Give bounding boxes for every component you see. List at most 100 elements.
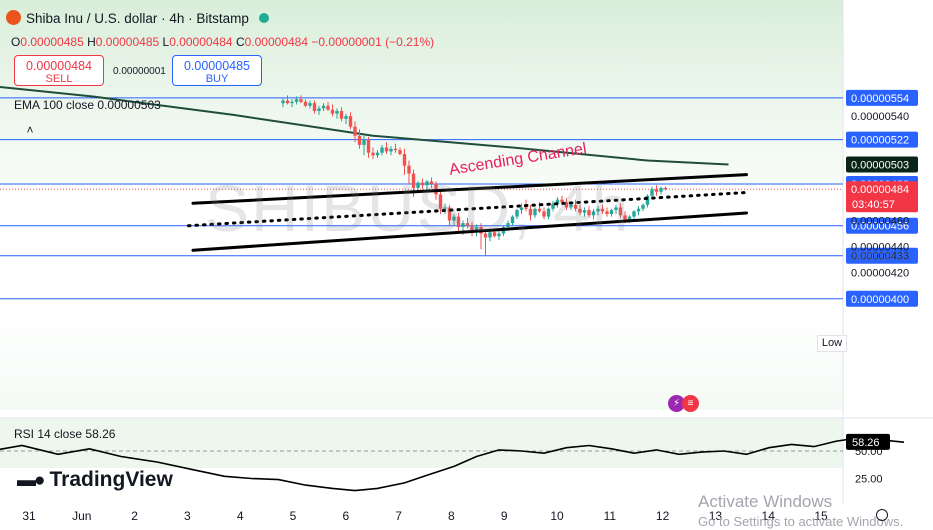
candle[interactable] bbox=[294, 96, 299, 105]
candle[interactable] bbox=[596, 206, 600, 216]
channel-lower-line[interactable] bbox=[191, 211, 748, 252]
level-price-tag bbox=[846, 217, 918, 234]
candle[interactable] bbox=[582, 207, 587, 217]
ema-legend[interactable]: EMA 100 close 0.00000503 bbox=[14, 98, 161, 112]
candle[interactable] bbox=[321, 103, 326, 111]
candle[interactable] bbox=[326, 101, 330, 111]
candle[interactable] bbox=[452, 213, 456, 226]
ema-100-line[interactable] bbox=[0, 77, 729, 166]
candle[interactable] bbox=[587, 206, 591, 218]
candle[interactable] bbox=[339, 107, 344, 122]
candle[interactable] bbox=[447, 204, 452, 226]
candle[interactable] bbox=[591, 208, 596, 220]
candle[interactable] bbox=[614, 204, 618, 214]
candle[interactable] bbox=[618, 203, 623, 218]
candle[interactable] bbox=[645, 194, 650, 208]
candle[interactable] bbox=[555, 197, 560, 208]
x-axis-tick-label: 6 bbox=[342, 509, 349, 523]
rsi-tick-label: 25.00 bbox=[855, 474, 883, 486]
candle[interactable] bbox=[335, 108, 339, 119]
lightning-icon[interactable]: ⚡ bbox=[668, 395, 685, 412]
candle[interactable] bbox=[510, 215, 515, 226]
candle[interactable] bbox=[384, 142, 389, 155]
buy-button[interactable]: 0.00000485 BUY bbox=[172, 55, 262, 86]
candle[interactable] bbox=[654, 185, 659, 196]
candle[interactable] bbox=[573, 199, 578, 212]
candle[interactable] bbox=[393, 143, 398, 153]
candle[interactable] bbox=[438, 190, 443, 214]
candle-body bbox=[596, 208, 600, 212]
collapse-legend-button[interactable]: ˄ bbox=[16, 120, 44, 140]
candle[interactable] bbox=[641, 203, 645, 212]
candle[interactable] bbox=[357, 129, 362, 149]
candle[interactable] bbox=[362, 135, 366, 156]
ema-price-tag bbox=[846, 156, 918, 173]
candle[interactable] bbox=[515, 208, 519, 220]
channel-middle-line[interactable] bbox=[187, 190, 748, 228]
candle[interactable] bbox=[609, 208, 614, 217]
candle[interactable] bbox=[398, 147, 402, 156]
candle[interactable] bbox=[420, 178, 425, 190]
candle[interactable] bbox=[402, 148, 407, 175]
candle[interactable] bbox=[281, 97, 285, 108]
candle[interactable] bbox=[407, 160, 411, 184]
rsi-legend[interactable]: RSI 14 close 58.26 bbox=[14, 427, 115, 441]
channel-upper-line[interactable] bbox=[191, 173, 748, 205]
event-icons[interactable]: ⚡ ≡ bbox=[668, 393, 699, 412]
candle-body bbox=[663, 187, 668, 190]
candle[interactable] bbox=[317, 105, 321, 115]
us-flag-icon[interactable]: ≡ bbox=[682, 395, 699, 412]
candle[interactable] bbox=[483, 229, 488, 256]
candle[interactable] bbox=[330, 104, 335, 117]
candle[interactable] bbox=[632, 210, 636, 220]
candle[interactable] bbox=[344, 113, 348, 125]
candle[interactable] bbox=[308, 100, 312, 109]
candle-body bbox=[416, 182, 420, 188]
candle[interactable] bbox=[551, 200, 555, 212]
sell-button[interactable]: 0.00000484 SELL bbox=[14, 55, 104, 86]
candle[interactable] bbox=[578, 204, 582, 216]
candle[interactable] bbox=[353, 121, 357, 143]
candle[interactable] bbox=[443, 203, 447, 214]
candle[interactable] bbox=[465, 217, 470, 229]
rsi-line[interactable] bbox=[0, 436, 905, 492]
candle[interactable] bbox=[546, 207, 551, 220]
candle[interactable] bbox=[470, 221, 474, 237]
candle[interactable] bbox=[488, 230, 492, 242]
candle[interactable] bbox=[605, 207, 609, 217]
candle[interactable] bbox=[533, 207, 537, 218]
tradingview-logo[interactable]: ▬● TradingView bbox=[17, 468, 173, 492]
candle[interactable] bbox=[564, 198, 569, 211]
x-axis-tick-label: 9 bbox=[501, 509, 508, 523]
candle[interactable] bbox=[285, 95, 290, 105]
candle[interactable] bbox=[542, 207, 546, 220]
candle[interactable] bbox=[429, 177, 434, 188]
candle[interactable] bbox=[303, 99, 308, 108]
candle[interactable] bbox=[497, 230, 501, 241]
gear-icon[interactable] bbox=[876, 509, 888, 521]
sell-label: SELL bbox=[45, 73, 73, 85]
ohlc-close-value: 0.00000484 bbox=[244, 35, 309, 49]
y-axis-tick-label: 0.00000420 bbox=[851, 268, 909, 280]
candle[interactable] bbox=[380, 144, 384, 156]
candle[interactable] bbox=[290, 99, 294, 108]
candle[interactable] bbox=[636, 206, 641, 216]
candle[interactable] bbox=[389, 146, 393, 156]
candle-body bbox=[528, 208, 533, 216]
candle[interactable] bbox=[348, 112, 353, 130]
candle[interactable] bbox=[366, 137, 371, 158]
candle[interactable] bbox=[456, 212, 461, 231]
candle[interactable] bbox=[650, 186, 654, 199]
candle[interactable] bbox=[312, 100, 317, 114]
candle[interactable] bbox=[299, 95, 303, 104]
candle[interactable] bbox=[663, 186, 668, 191]
candle[interactable] bbox=[371, 147, 375, 160]
candle[interactable] bbox=[659, 186, 663, 195]
candle[interactable] bbox=[375, 150, 380, 158]
symbol-title[interactable]: Shiba Inu / U.S. dollar · 4h · Bitstamp bbox=[26, 11, 249, 26]
candle[interactable] bbox=[528, 204, 533, 221]
candle[interactable] bbox=[416, 181, 420, 192]
candle[interactable] bbox=[519, 203, 524, 214]
candle-body bbox=[560, 199, 564, 203]
candle[interactable] bbox=[600, 204, 605, 214]
